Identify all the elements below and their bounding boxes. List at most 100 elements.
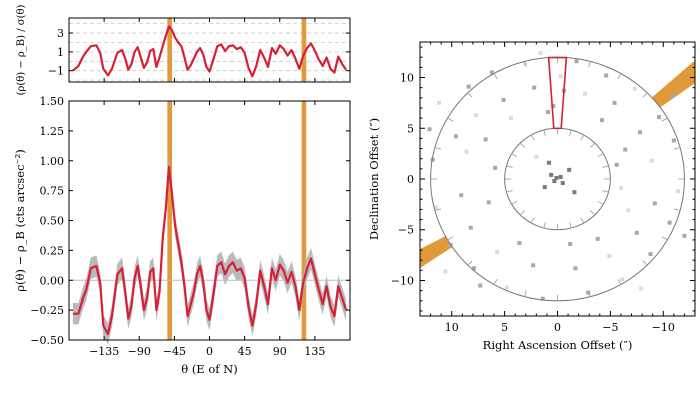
y-tick-label: 1.50 (40, 95, 65, 108)
y-tick-label: −1 (48, 65, 64, 78)
ring-tick (673, 208, 681, 211)
ring-tick (597, 200, 604, 205)
source-pixel (549, 172, 554, 177)
ring-tick (617, 73, 622, 80)
significance-line (72, 25, 348, 78)
ring-tick (530, 134, 535, 141)
source-pixel (493, 165, 498, 170)
source-pixel (538, 51, 543, 56)
source-pixel (670, 93, 675, 98)
source-pixel (682, 233, 687, 238)
source-pixel (504, 285, 509, 290)
y-tick-label: −0.50 (30, 334, 64, 347)
source-pixel (676, 189, 681, 194)
x-tick-label: −5 (602, 321, 618, 334)
source-pixel (517, 240, 522, 245)
ring-tick (580, 134, 585, 141)
x-tick-label: 5 (501, 321, 508, 334)
source-pixel (657, 115, 662, 120)
source-pixel (545, 110, 550, 115)
ring-tick (447, 117, 454, 122)
source-pixel (604, 73, 609, 78)
source-pixel (639, 286, 644, 291)
source-pixel (568, 241, 573, 246)
ring-tick (524, 290, 527, 297)
highlight-band (167, 101, 173, 340)
y-axis-label: (ρ(θ) − ρ_B) / σ(θ) (16, 4, 27, 95)
source-pixel (433, 205, 438, 210)
source-pixel (573, 266, 578, 271)
ring-tick (447, 236, 454, 241)
ring-tick (506, 190, 513, 193)
x-tick-label: 45 (238, 345, 252, 358)
ring-tick (519, 142, 525, 148)
y-tick-label: 10 (400, 72, 414, 85)
ring-tick (467, 260, 473, 266)
ring-tick (588, 61, 591, 68)
source-pixel (554, 175, 559, 180)
sky-map-panel: 10 5 0 −5 −10 −10 −5 0 5 10 Right Ascension Offset… (367, 41, 696, 352)
ring-tick (493, 278, 498, 285)
y-tick-label: −0.25 (30, 304, 64, 317)
x-tick-label: 0 (554, 321, 561, 334)
source-pixel (478, 283, 483, 288)
source-pixel (466, 84, 471, 89)
ring-tick (434, 147, 442, 150)
source-pixel (501, 97, 506, 102)
significance-panel: −1 1 3 (ρ(θ) − ρ_B) / σ(θ) (16, 4, 351, 95)
source-pixel (522, 61, 527, 66)
x-tick-label: 90 (273, 345, 287, 358)
ring-tick (642, 260, 648, 266)
y-tick-label: 0.25 (40, 244, 65, 257)
source-pixel (649, 158, 654, 163)
y-tick-label: 0 (407, 173, 414, 186)
source-pixel (468, 225, 473, 230)
source-pixel (495, 250, 500, 255)
y-tick-label: −5 (398, 224, 414, 237)
source-pixel (560, 181, 565, 186)
source-pixel (540, 296, 545, 301)
source-pixel (648, 252, 653, 257)
sky-content (420, 51, 695, 302)
highlight-band (167, 18, 173, 82)
source-pixel (586, 290, 591, 295)
source-pixel (614, 162, 619, 167)
source-pixel (618, 186, 623, 191)
source-pixel (474, 113, 479, 118)
ring-tick (580, 217, 585, 224)
y-tick-label: 0.00 (40, 274, 65, 287)
source-pixel (464, 149, 469, 154)
source-pixel (626, 208, 631, 213)
ring-tick (590, 210, 596, 216)
ring-tick (661, 117, 668, 122)
source-pixel (574, 59, 579, 64)
source-pixel (532, 85, 537, 90)
y-tick-label: 3 (57, 27, 64, 40)
source-pixel (558, 74, 563, 79)
highlight-wedge (651, 60, 695, 108)
x-tick-label: −45 (163, 345, 186, 358)
x-tick-label: −90 (128, 345, 151, 358)
source-pixel (567, 167, 572, 172)
source-pixel (459, 193, 464, 198)
source-pixel (620, 277, 625, 282)
source-pixel (652, 201, 657, 206)
x-tick-label: 135 (304, 345, 325, 358)
ring-tick (661, 236, 668, 241)
y-tick-label: 0.50 (40, 215, 65, 228)
x-axis-label: Right Ascension Offset (″) (483, 338, 633, 352)
source-pixel (634, 230, 639, 235)
source-pixel (483, 137, 488, 142)
source-pixel (443, 269, 448, 274)
ring-tick (467, 92, 473, 98)
ring-tick (543, 129, 546, 136)
source-pixel (671, 138, 676, 143)
source-pixel (572, 190, 577, 195)
ring-tick (434, 208, 442, 211)
plot-frame (68, 100, 351, 341)
source-pixel (547, 160, 552, 165)
source-pixel (583, 91, 587, 96)
source-pixel (632, 86, 637, 91)
source-pixel (508, 116, 513, 121)
